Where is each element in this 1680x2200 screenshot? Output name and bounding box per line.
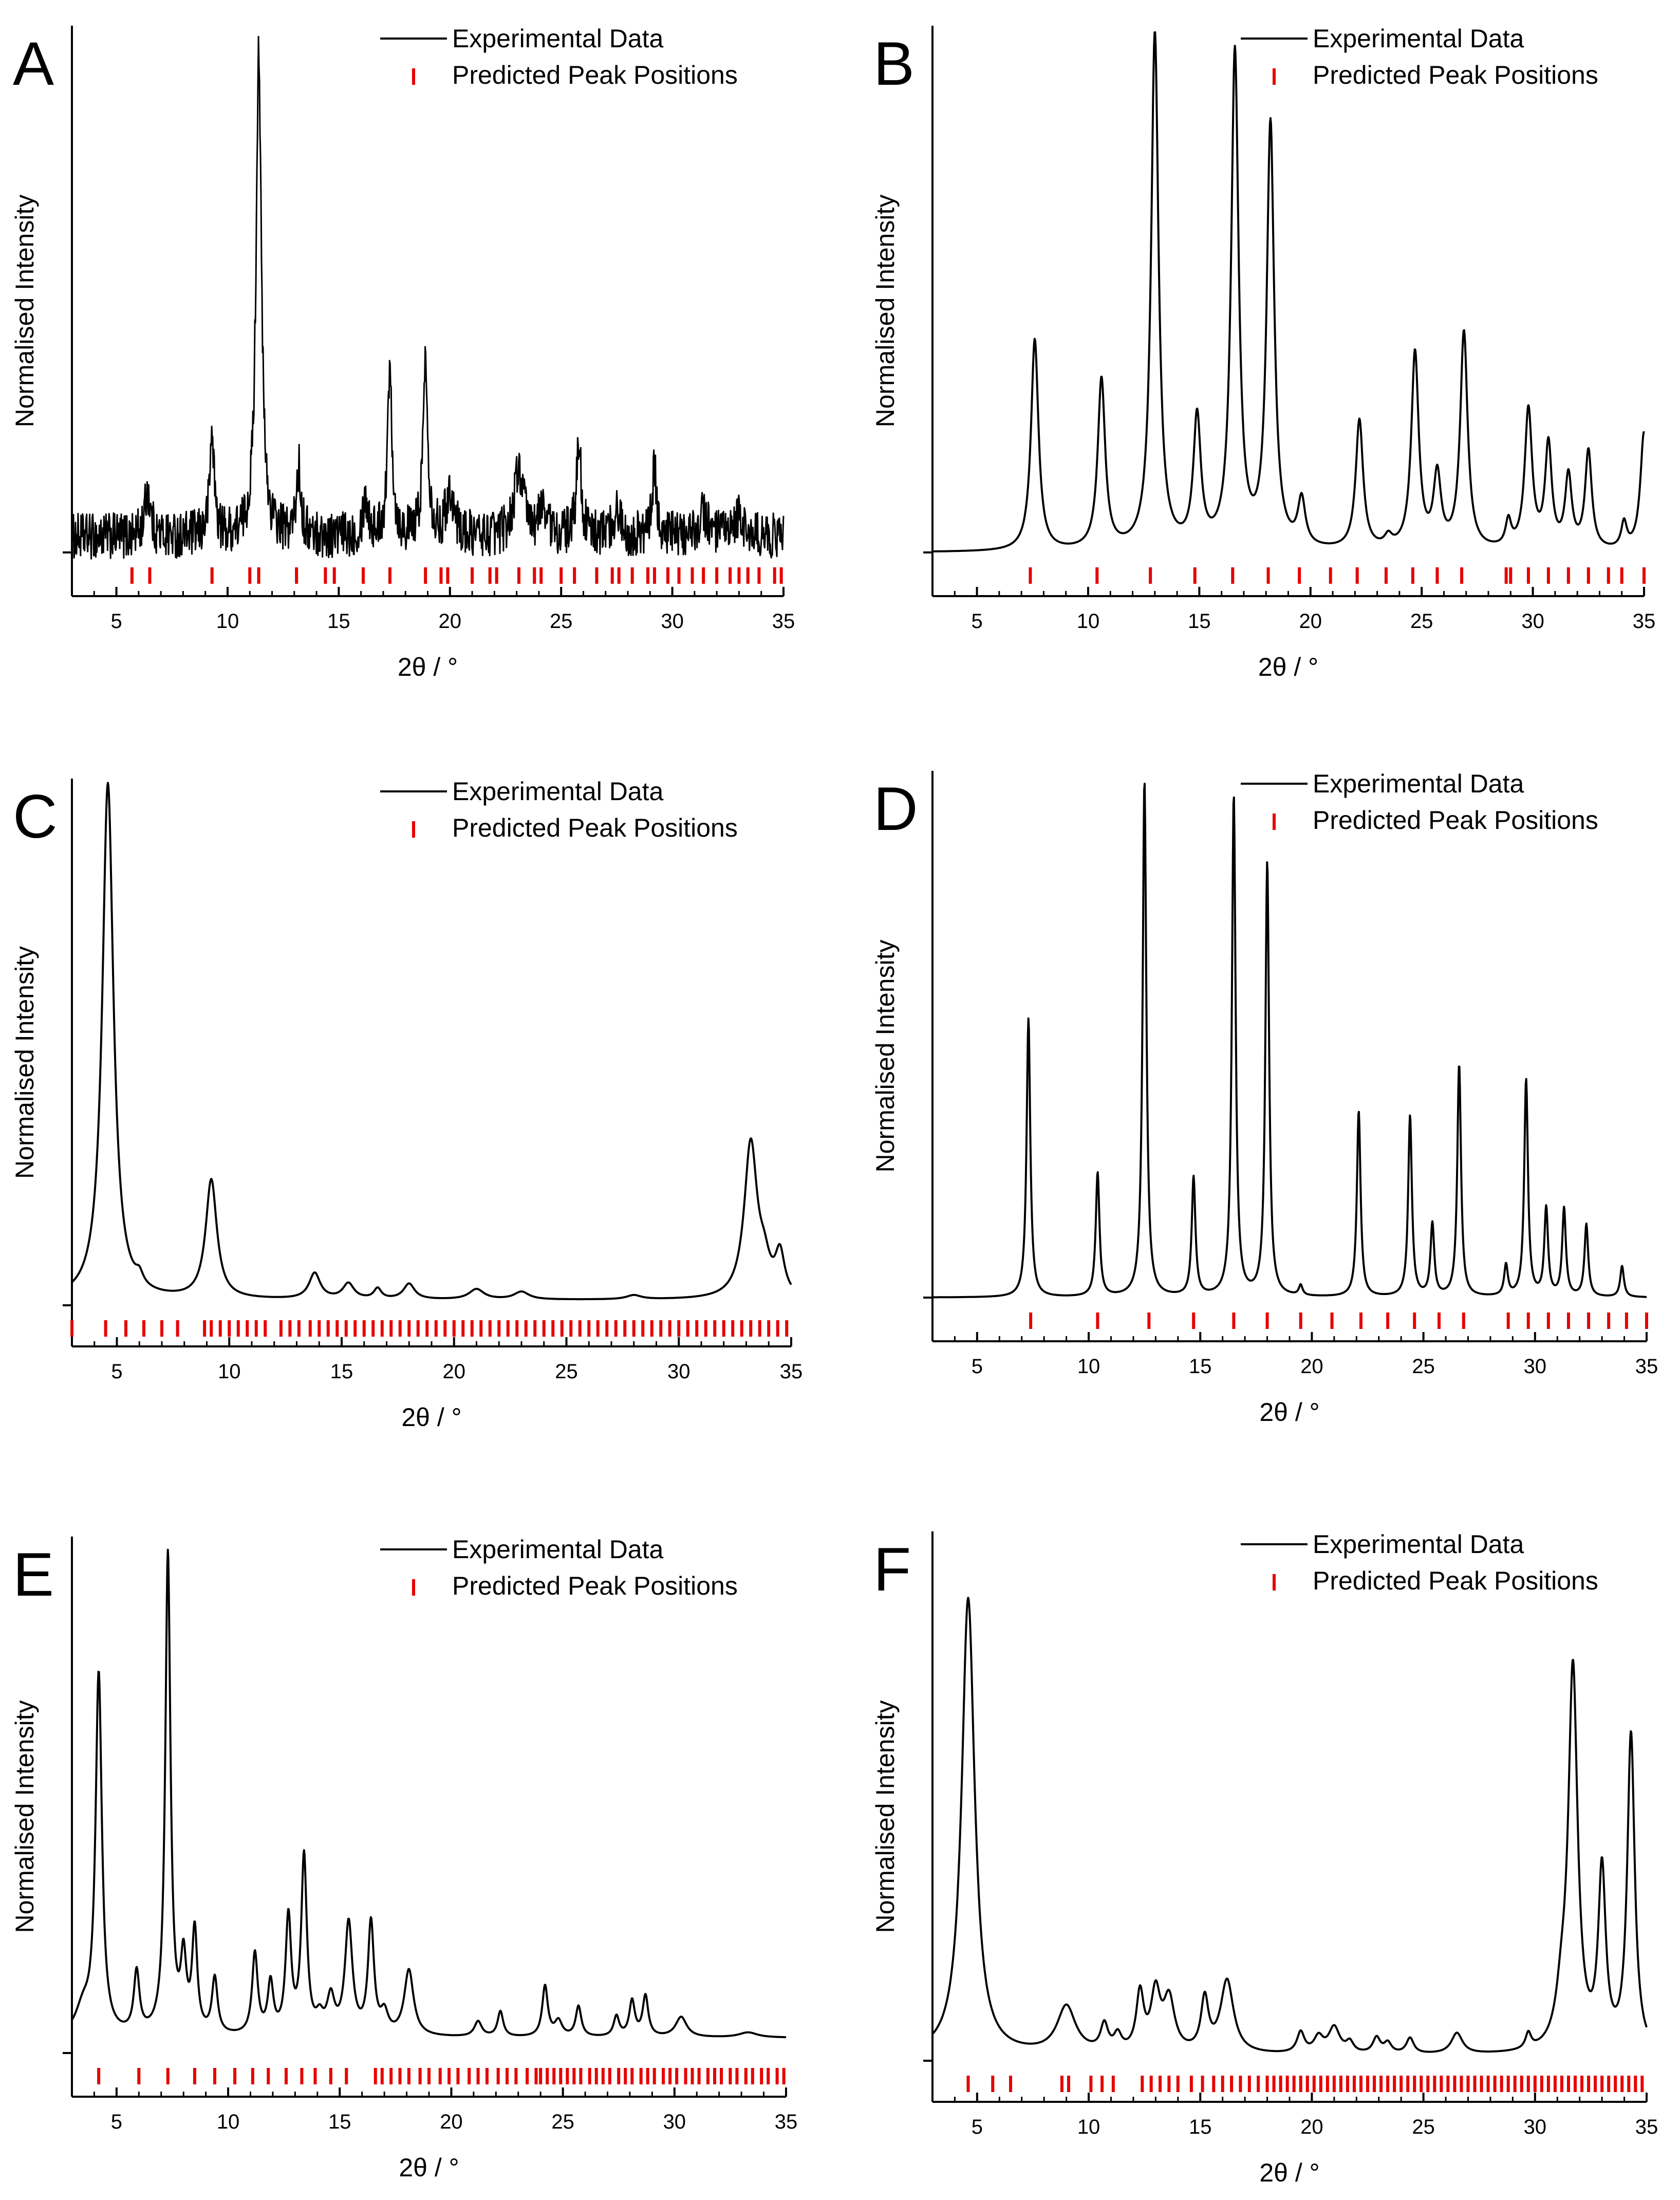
x-tick-label: 25: [1412, 1355, 1435, 1378]
y-axis-label: Normalised Intensity: [10, 1700, 39, 1933]
legend-predicted-label: Predicted Peak Positions: [1313, 806, 1598, 835]
x-tick-label: 25: [555, 1360, 578, 1383]
experimental-data-line: [71, 1548, 787, 2039]
x-tick-label: 35: [775, 2111, 798, 2133]
x-tick-label: 35: [780, 1360, 803, 1383]
x-tick-label: 35: [1635, 1355, 1658, 1378]
panel-letter: D: [873, 774, 918, 843]
x-axis-label: 2θ / °: [398, 653, 458, 681]
x-tick-label: 15: [1189, 2116, 1212, 2138]
legend-experimental-label: Experimental Data: [1313, 1530, 1524, 1559]
x-tick-label: 10: [1077, 610, 1100, 633]
x-tick-label: 25: [1412, 2116, 1435, 2138]
x-tick-label: 25: [1410, 610, 1433, 633]
y-axis-label: Normalised Intensity: [10, 946, 39, 1179]
experimental-data-line: [932, 783, 1647, 1299]
x-tick-label: 20: [439, 610, 462, 633]
x-axis-label: 2θ / °: [1259, 2158, 1319, 2187]
panel-a: 5 10 15 20 25 30 35 2θ / ° Normalised Intensity A…: [10, 24, 795, 681]
panel-letter: C: [13, 782, 58, 851]
x-tick-label: 35: [772, 610, 795, 633]
x-tick-label: 5: [110, 610, 122, 633]
panel-letter: F: [873, 1535, 911, 1604]
x-tick-label: 25: [550, 610, 573, 633]
x-axis-label: 2θ / °: [399, 2153, 459, 2182]
x-tick-label: 25: [551, 2111, 574, 2133]
experimental-data-line: [932, 31, 1645, 552]
x-tick-label: 5: [111, 2111, 122, 2133]
y-axis-label: Normalised Intensity: [871, 195, 900, 428]
panel-c: 5 10 15 20 25 30 35 2θ / ° Normalised Intensity C…: [10, 777, 802, 1432]
legend-experimental-label: Experimental Data: [1313, 769, 1524, 798]
panel-f: 5 10 15 20 25 30 35 2θ / ° Normalised Intensity F…: [871, 1530, 1658, 2187]
legend-predicted-label: Predicted Peak Positions: [452, 814, 738, 842]
x-tick-label: 15: [328, 2111, 351, 2133]
legend-experimental-label: Experimental Data: [452, 24, 663, 53]
x-tick-label: 35: [1635, 2116, 1658, 2138]
x-tick-label: 10: [1077, 2116, 1100, 2138]
legend-predicted-label: Predicted Peak Positions: [1313, 1566, 1598, 1595]
x-tick-label: 30: [663, 2111, 686, 2133]
x-tick-label: 35: [1633, 610, 1656, 633]
x-tick-label: 5: [972, 1355, 983, 1378]
x-tick-label: 20: [440, 2111, 463, 2133]
x-tick-label: 30: [1524, 1355, 1547, 1378]
x-axis-label: 2θ / °: [1258, 653, 1318, 681]
panel-d: 5 10 15 20 25 30 35 2θ / ° Normalised Intensity D…: [871, 769, 1658, 1427]
legend-predicted-label: Predicted Peak Positions: [1313, 61, 1598, 89]
legend-experimental-label: Experimental Data: [452, 1535, 663, 1564]
panel-b: 5 10 15 20 25 30 35 2θ / ° Normalised Intensity B…: [871, 24, 1655, 681]
experimental-data-line: [931, 1597, 1648, 2053]
panel-letter: E: [13, 1540, 54, 1609]
panel-e: 5 10 15 20 25 30 35 2θ / ° Normalised Intensity E…: [10, 1535, 797, 2182]
legend-experimental-label: Experimental Data: [1313, 24, 1524, 53]
y-axis-label: Normalised Intensity: [871, 1700, 900, 1933]
x-tick-label: 5: [111, 1360, 122, 1383]
x-tick-label: 15: [330, 1360, 353, 1383]
x-tick-label: 20: [1299, 610, 1322, 633]
y-axis-label: Normalised Intensity: [10, 195, 39, 428]
x-tick-label: 15: [327, 610, 350, 633]
x-tick-label: 30: [661, 610, 684, 633]
x-tick-label: 15: [1189, 1355, 1212, 1378]
x-tick-label: 10: [217, 2111, 240, 2133]
x-axis-label: 2θ / °: [401, 1403, 461, 1432]
x-tick-label: 5: [972, 2116, 983, 2138]
x-tick-label: 30: [1521, 610, 1544, 633]
y-axis-label: Normalised Intensity: [871, 940, 900, 1173]
x-tick-label: 5: [971, 610, 982, 633]
x-tick-label: 20: [1300, 2116, 1323, 2138]
experimental-data-line: [71, 35, 785, 560]
x-tick-label: 10: [216, 610, 239, 633]
x-tick-label: 30: [1524, 2116, 1547, 2138]
experimental-data-line: [71, 782, 792, 1301]
legend-experimental-label: Experimental Data: [452, 777, 663, 806]
x-tick-label: 10: [1077, 1355, 1100, 1378]
x-tick-label: 15: [1188, 610, 1211, 633]
legend-predicted-label: Predicted Peak Positions: [452, 61, 738, 89]
x-tick-label: 10: [218, 1360, 241, 1383]
x-axis-label: 2θ / °: [1259, 1398, 1319, 1427]
x-tick-label: 30: [667, 1360, 690, 1383]
x-tick-label: 20: [1300, 1355, 1323, 1378]
panel-letter: B: [873, 29, 914, 98]
legend-predicted-label: Predicted Peak Positions: [452, 1572, 738, 1600]
panel-letter: A: [13, 29, 54, 98]
x-tick-label: 20: [443, 1360, 466, 1383]
